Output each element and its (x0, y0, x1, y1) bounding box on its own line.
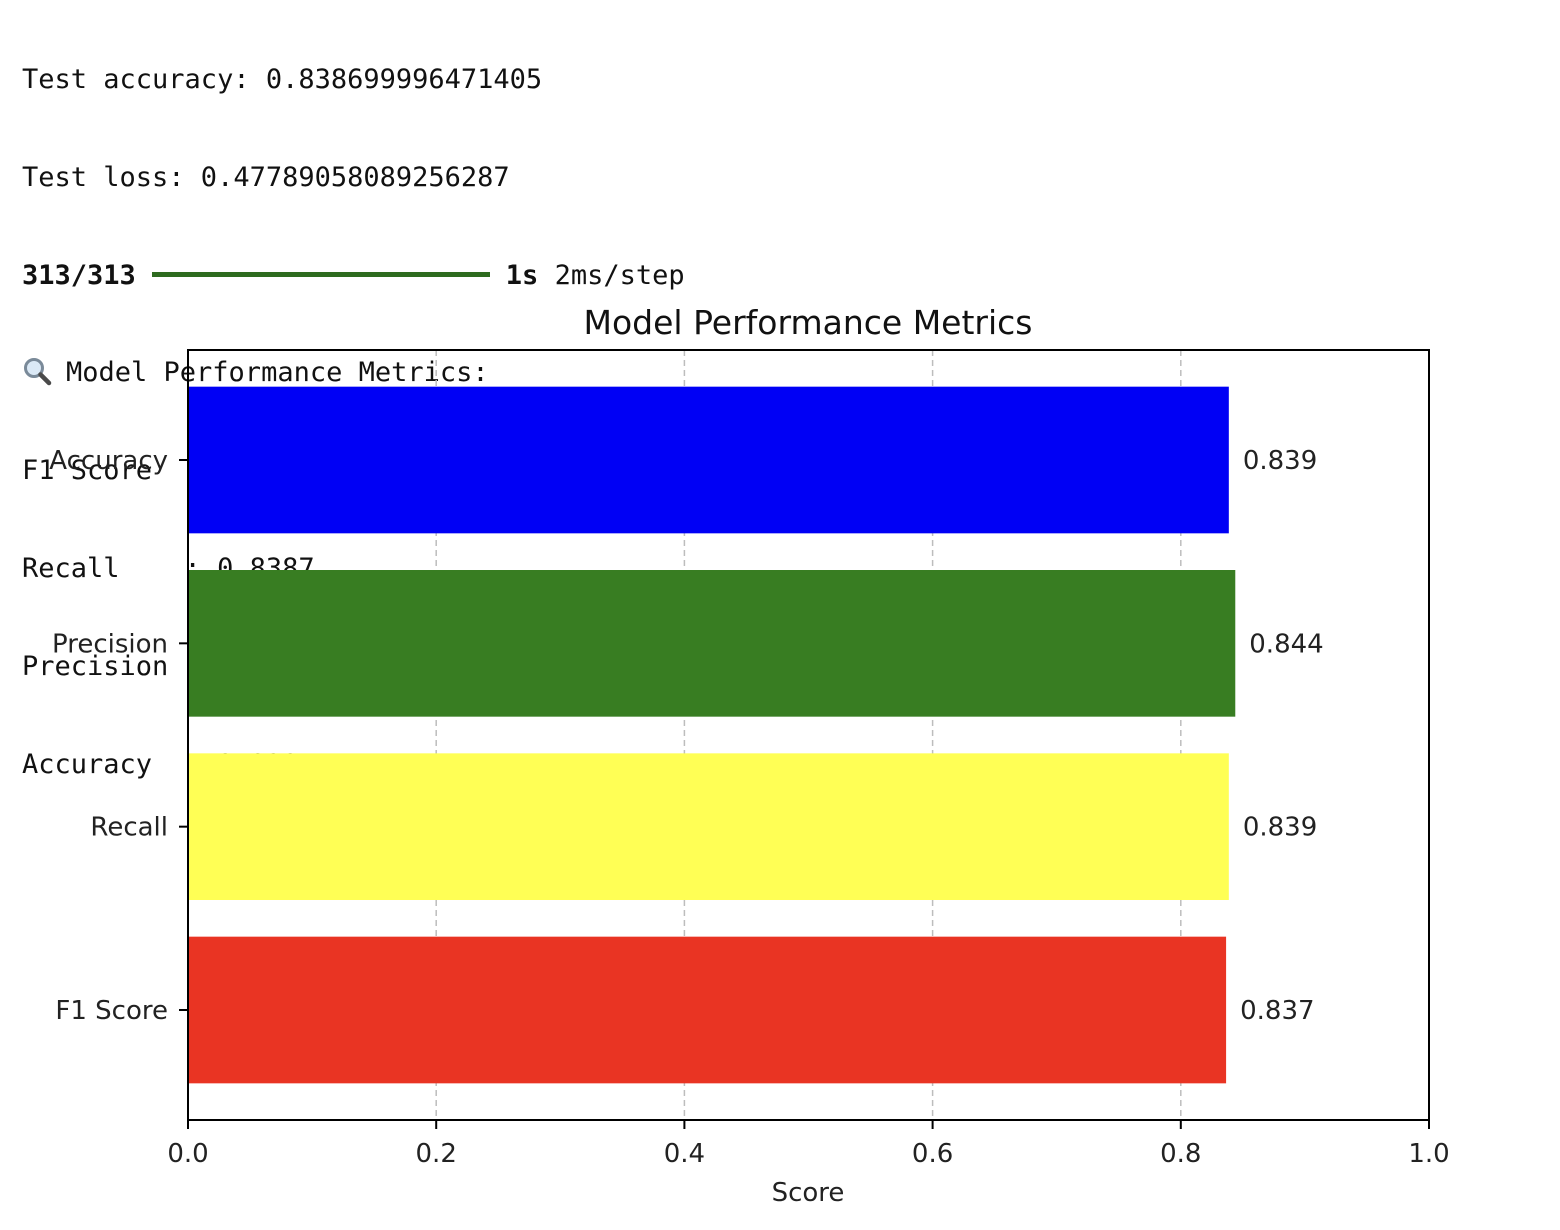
bars: 0.839 0.844 0.839 0.837 (188, 386, 1324, 1084)
progress-rate: 2ms/step (554, 259, 685, 291)
y-tick-label: F1 Score (55, 996, 168, 1026)
bar-recall (188, 753, 1229, 900)
metrics-heading: Model Performance Metrics: (66, 357, 489, 389)
x-tick-label: 0.2 (416, 1139, 457, 1169)
y-tick-label: Accuracy (49, 446, 168, 476)
bar-f1-score (188, 936, 1227, 1084)
plot-frame (187, 349, 1430, 1121)
y-tick-label: Precision (52, 629, 168, 659)
x-tick-label: 0.4 (664, 1139, 705, 1169)
progress-time: 1s (505, 259, 539, 291)
console-output: Test accuracy: 0.838699996471405 Test lo… (22, 0, 685, 813)
bar-precision (188, 570, 1236, 717)
metrics-bar-chart: Model Performance Metrics 0.8390.8440.83… (49, 303, 1450, 1208)
bar-value-label: 0.844 (1249, 629, 1323, 659)
progress-line: 313/313 1s 2ms/step (22, 258, 685, 294)
progress-steps: 313/313 (22, 259, 136, 291)
bar-value-label: 0.837 (1240, 996, 1314, 1026)
y-axis-ticks: Accuracy Precision Recall F1 Score (49, 446, 188, 1026)
x-tick-label: 0.6 (912, 1139, 953, 1169)
bar-accuracy (188, 386, 1229, 534)
y-tick-label: Recall (90, 813, 168, 843)
progress-bar (151, 271, 490, 277)
test-loss-line: Test loss: 0.47789058089256287 (22, 161, 510, 193)
x-axis-label: Score (772, 1178, 845, 1208)
x-tick-label: 1.0 (1408, 1139, 1449, 1169)
x-axis-ticks: 0.0 0.2 0.4 0.6 0.8 1.0 (167, 1120, 1450, 1169)
x-tick-label: 0.0 (167, 1139, 208, 1169)
bar-value-label: 0.839 (1243, 813, 1317, 843)
progress-bar-fill (151, 271, 490, 277)
x-tick-label: 0.8 (1160, 1139, 1201, 1169)
metrics-heading-line: Model Performance Metrics: (22, 355, 685, 391)
chart-title: Model Performance Metrics (584, 303, 1033, 342)
bar-value-label: 0.839 (1243, 446, 1317, 476)
test-accuracy-line: Test accuracy: 0.838699996471405 (22, 64, 543, 95)
magnifying-glass-icon (24, 357, 52, 386)
